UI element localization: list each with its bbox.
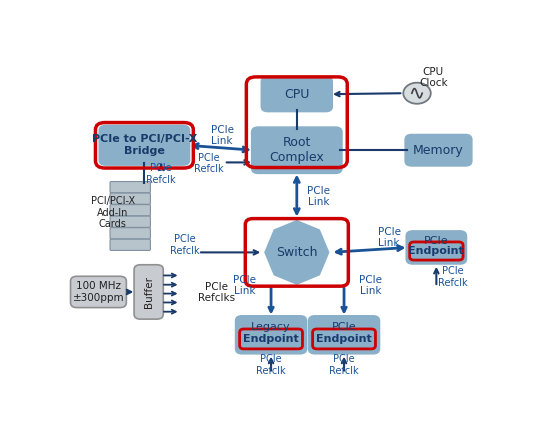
- Text: PCIe: PCIe: [332, 322, 356, 332]
- Text: Endpoint: Endpoint: [408, 246, 464, 256]
- FancyBboxPatch shape: [240, 329, 302, 349]
- FancyBboxPatch shape: [110, 228, 150, 239]
- FancyBboxPatch shape: [70, 276, 126, 308]
- Text: Root
Complex: Root Complex: [269, 136, 324, 164]
- Text: Endpoint: Endpoint: [243, 334, 299, 344]
- FancyBboxPatch shape: [110, 205, 150, 216]
- Text: PCIe
Link: PCIe Link: [307, 186, 330, 207]
- Text: PCIe to PCI/PCI-X
Bridge: PCIe to PCI/PCI-X Bridge: [92, 134, 197, 156]
- Text: PCIe
Refclk: PCIe Refclk: [257, 354, 286, 376]
- FancyBboxPatch shape: [252, 127, 342, 173]
- Text: PCIe
Refclks: PCIe Refclks: [198, 282, 235, 303]
- Text: PCIe
Link: PCIe Link: [378, 227, 401, 248]
- FancyBboxPatch shape: [261, 77, 332, 112]
- Text: Buffer: Buffer: [143, 276, 153, 308]
- FancyBboxPatch shape: [406, 231, 466, 264]
- Circle shape: [403, 83, 431, 104]
- Text: 100 MHz
±300ppm: 100 MHz ±300ppm: [73, 281, 124, 303]
- Text: PCIe: PCIe: [424, 236, 449, 246]
- Text: CPU: CPU: [284, 88, 310, 101]
- FancyBboxPatch shape: [409, 242, 463, 260]
- Text: PCIe
Refclk: PCIe Refclk: [329, 354, 359, 376]
- Text: PCIe
Refclk: PCIe Refclk: [146, 163, 176, 185]
- FancyBboxPatch shape: [110, 216, 150, 227]
- Text: CPU
Clock: CPU Clock: [419, 67, 448, 88]
- FancyBboxPatch shape: [110, 193, 150, 204]
- Text: PCIe
Link: PCIe Link: [233, 274, 256, 296]
- Text: PCIe
Link: PCIe Link: [211, 125, 234, 146]
- FancyBboxPatch shape: [309, 316, 379, 354]
- Text: PCIe
Refclk: PCIe Refclk: [194, 153, 224, 174]
- Text: Endpoint: Endpoint: [316, 334, 372, 344]
- FancyBboxPatch shape: [134, 265, 163, 319]
- Text: PCIe
Refclk: PCIe Refclk: [170, 235, 199, 256]
- Text: Legacy: Legacy: [251, 322, 291, 332]
- Text: Memory: Memory: [413, 144, 464, 157]
- FancyBboxPatch shape: [235, 316, 306, 354]
- FancyBboxPatch shape: [312, 329, 376, 349]
- Text: PCI/PCI-X
Add-In
Cards: PCI/PCI-X Add-In Cards: [91, 196, 135, 229]
- FancyBboxPatch shape: [99, 125, 189, 165]
- Text: PCIe
Link: PCIe Link: [359, 274, 382, 296]
- Text: PCIe
Refclk: PCIe Refclk: [439, 266, 468, 288]
- FancyBboxPatch shape: [405, 134, 472, 166]
- Polygon shape: [265, 221, 329, 284]
- FancyBboxPatch shape: [110, 239, 150, 250]
- FancyBboxPatch shape: [110, 181, 150, 193]
- Text: Switch: Switch: [276, 246, 317, 259]
